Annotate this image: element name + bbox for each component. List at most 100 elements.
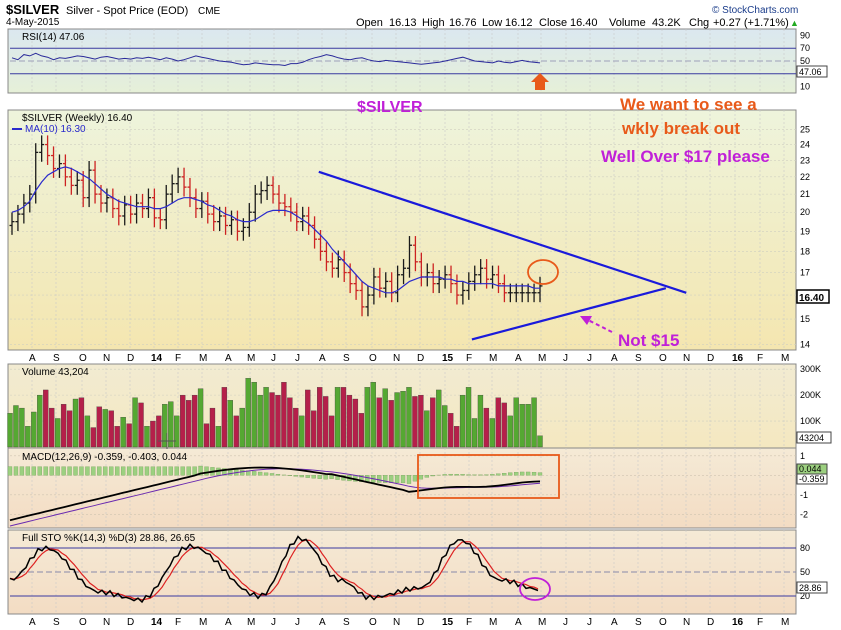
macd-histogram-bar [180, 466, 185, 476]
macd-histogram-bar [383, 475, 388, 483]
trendline [471, 287, 667, 341]
sto-legend: Full STO %K(14,3) %D(3) 28.86, 26.65 [22, 533, 196, 544]
axis-labels: AASSOONNDD1414FFMMAAMMJJJJAASSOONNDD1515… [29, 30, 821, 628]
volume-y-tick-label: 200K [800, 390, 821, 400]
price-last-value: 16.40 [799, 293, 824, 304]
sto-x-tick-label: J [563, 617, 568, 628]
macd-histogram-bar [168, 466, 173, 476]
macd-histogram-bar [263, 472, 269, 476]
volume-bar [263, 387, 269, 448]
high-label: High [422, 17, 445, 29]
macd-histogram-bar [198, 465, 203, 476]
macd-histogram-bar [31, 466, 36, 476]
volume-y-tick-label: 100K [800, 416, 821, 426]
volume-bar [269, 392, 275, 448]
rsi-y-tick-label: 70 [800, 43, 810, 53]
price-x-tick-label: S [343, 353, 350, 364]
volume-bar [483, 407, 490, 448]
price-y-tick-label: 19 [800, 226, 810, 236]
macd-histogram-bar [120, 466, 126, 476]
sto-x-tick-label: A [515, 617, 522, 628]
volume-bar [126, 423, 132, 448]
ma-line [11, 166, 540, 294]
price-x-tick-label: J [587, 353, 592, 364]
macd-histogram-bar [406, 475, 412, 484]
volume-bar [66, 410, 73, 448]
macd-histogram-bar [126, 466, 132, 476]
macd-last-tags: 0.044 -0.359 [796, 463, 828, 485]
volume-bar [275, 394, 281, 448]
sto-last-tag: 28.86 [796, 581, 828, 594]
sto-x-tick-label: J [271, 617, 276, 628]
macd-histogram-bar [317, 475, 322, 479]
price-x-tick-label: 16 [732, 353, 744, 364]
sto-y-tick-label: 80 [800, 543, 810, 553]
macd-histogram-bar [49, 466, 54, 476]
volume-bar [382, 388, 388, 448]
macd-histogram-bar [269, 473, 275, 476]
sto-x-tick-label: M [781, 617, 789, 628]
volume-bar [531, 397, 537, 448]
volume-bar [7, 413, 13, 448]
macd-histogram-bar [293, 475, 298, 477]
macd-histogram-bar [329, 475, 334, 479]
macd-histogram-bar [496, 473, 501, 476]
macd-histogram-bar [448, 473, 453, 476]
sto-x-tick-label: A [225, 617, 232, 628]
sto-x-tick-label: 15 [442, 617, 454, 628]
sto-x-tick-label: S [635, 617, 642, 628]
price-x-tick-label: 14 [151, 353, 163, 364]
price-x-tick-label: 15 [442, 353, 454, 364]
volume-bar [442, 405, 448, 448]
volume-bar [132, 397, 138, 448]
macd-histogram-bar [61, 466, 66, 476]
volume-bar [281, 382, 287, 448]
macd-histogram-bar [132, 466, 138, 476]
price-x-tick-label: J [295, 353, 300, 364]
sto-x-tick-label: M [538, 617, 546, 628]
sto-x-tick-label: O [79, 617, 87, 628]
macd-histogram-bar [204, 466, 209, 476]
volume-bar [376, 397, 382, 448]
price-y-tick-label: 15 [800, 314, 810, 324]
volume-bar [257, 394, 263, 448]
price-x-tick-label: N [393, 353, 400, 364]
price-x-tick-label: J [271, 353, 276, 364]
volume-last-value: 43204 [799, 433, 824, 443]
sto-k-line [9, 535, 539, 604]
price-last-tag: 16.40 [796, 289, 830, 304]
macd-histogram-bar [418, 475, 424, 480]
rsi-y-tick-label: 90 [800, 30, 810, 40]
macd-series [7, 465, 543, 527]
price-y-tick-label: 23 [800, 155, 810, 165]
sto-d-line [9, 539, 539, 601]
not15-arrow-shaft [585, 318, 613, 333]
volume-legend: Volume 43,204 [22, 367, 89, 378]
volume-bar [13, 405, 19, 448]
macd-histogram-bar [394, 475, 400, 483]
volume-bar [459, 394, 466, 448]
copyright-label: © StockCharts.com [712, 5, 798, 16]
volume-bar [489, 418, 496, 448]
open-value: 16.13 [389, 17, 417, 29]
volume-bar [370, 382, 376, 448]
macd-histogram-bar [19, 466, 25, 476]
macd-histogram-bar [55, 466, 60, 476]
annotation-shapes [158, 73, 613, 601]
ticker-label: $SILVER [6, 2, 60, 17]
volume-bar [31, 411, 37, 448]
macd-histogram-bar [186, 466, 191, 476]
rsi-line [11, 52, 541, 67]
breakout-circle [527, 259, 559, 285]
macd-histogram-bar [430, 475, 435, 477]
volume-bar [501, 402, 507, 448]
macd-histogram-bar [311, 475, 316, 479]
sto-x-tick-label: A [319, 617, 326, 628]
volume-bar [537, 435, 543, 448]
macd-histogram-bar [7, 466, 13, 476]
macd-histogram-bar [531, 472, 537, 476]
annotation-want: We want to see a [620, 95, 757, 114]
close-label: Close [539, 17, 567, 29]
macd-histogram-bar [537, 472, 543, 476]
price-x-tick-label: D [417, 353, 424, 364]
